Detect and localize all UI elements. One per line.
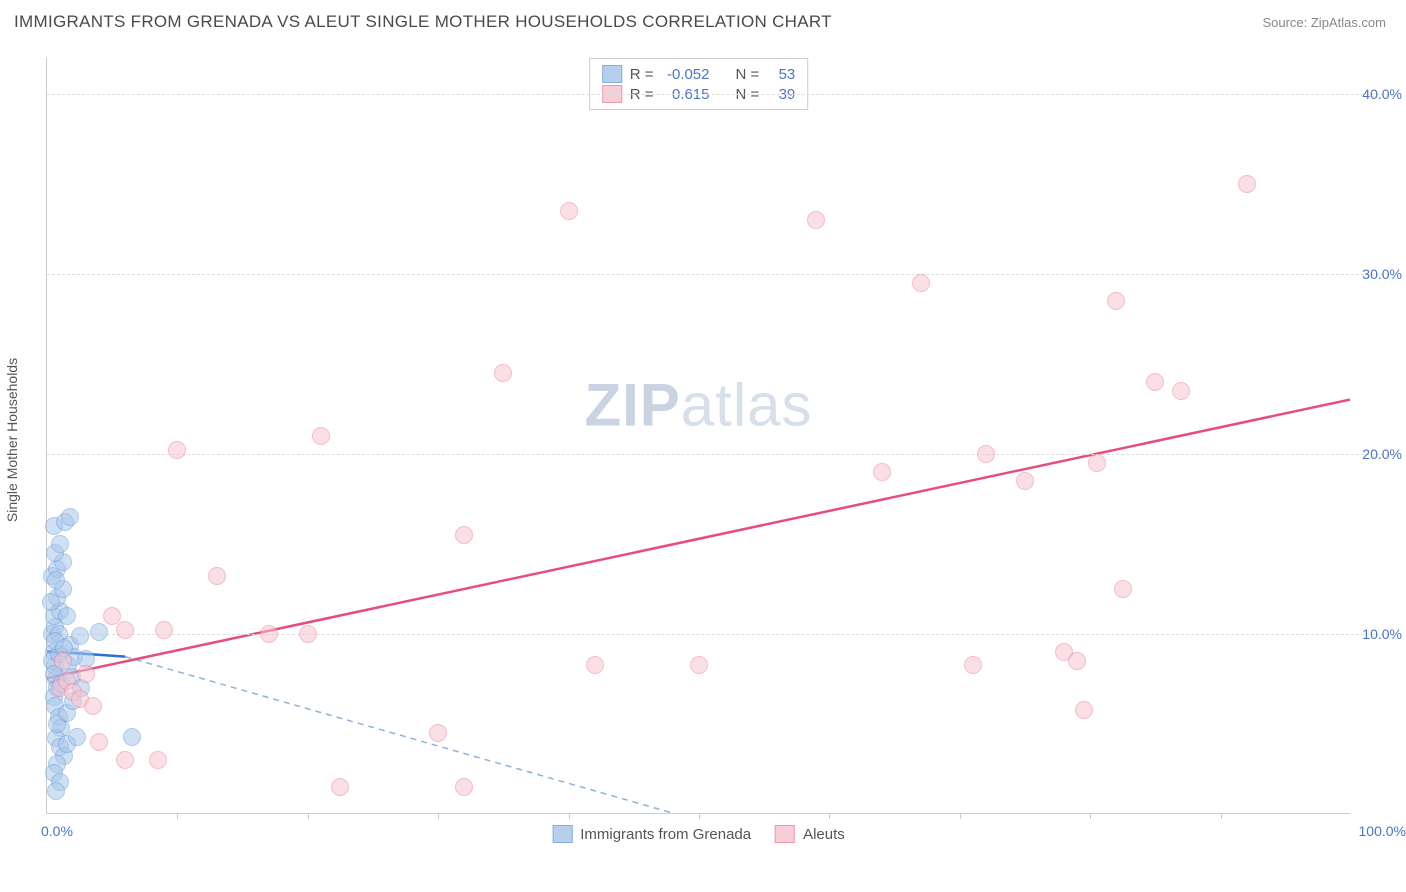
data-point xyxy=(455,778,473,796)
x-tick-mark xyxy=(699,813,700,819)
data-point xyxy=(42,593,60,611)
data-point xyxy=(455,526,473,544)
y-tick-label: 10.0% xyxy=(1362,626,1402,642)
legend-r-label: R = xyxy=(630,66,654,83)
correlation-legend: R =-0.052N =53R =0.615N =39 xyxy=(589,58,809,110)
trend-line-dashed xyxy=(125,657,672,813)
scatter-chart: ZIPatlas R =-0.052N =53R =0.615N =39 Imm… xyxy=(46,58,1350,814)
data-point xyxy=(84,697,102,715)
data-point xyxy=(168,441,186,459)
y-tick-label: 30.0% xyxy=(1362,266,1402,282)
x-tick-mark xyxy=(308,813,309,819)
data-point xyxy=(1238,175,1256,193)
data-point xyxy=(1146,373,1164,391)
data-point xyxy=(494,364,512,382)
grid-line xyxy=(47,454,1394,455)
data-point xyxy=(1068,652,1086,670)
data-point xyxy=(155,621,173,639)
data-point xyxy=(51,535,69,553)
watermark-text: ZIPatlas xyxy=(584,371,812,440)
data-point xyxy=(149,751,167,769)
data-point xyxy=(1075,701,1093,719)
data-point xyxy=(77,665,95,683)
legend-n-value: 53 xyxy=(767,66,795,83)
data-point xyxy=(807,211,825,229)
data-point xyxy=(1114,580,1132,598)
chart-source: Source: ZipAtlas.com xyxy=(1262,15,1386,30)
legend-r-value: -0.052 xyxy=(662,66,710,83)
data-point xyxy=(68,728,86,746)
x-tick-label: 0.0% xyxy=(41,823,73,839)
data-point xyxy=(912,274,930,292)
legend-item: Immigrants from Grenada xyxy=(552,825,751,843)
data-point xyxy=(331,778,349,796)
data-point xyxy=(103,607,121,625)
legend-item: Aleuts xyxy=(775,825,845,843)
legend-n-label: N = xyxy=(736,66,760,83)
y-tick-label: 40.0% xyxy=(1362,86,1402,102)
legend-label: Immigrants from Grenada xyxy=(580,826,751,843)
data-point xyxy=(964,656,982,674)
data-point xyxy=(690,656,708,674)
data-point xyxy=(1107,292,1125,310)
grid-line xyxy=(47,94,1394,95)
series-legend: Immigrants from Grenada Aleuts xyxy=(552,825,845,843)
y-axis-label: Single Mother Households xyxy=(4,358,20,522)
data-point xyxy=(312,427,330,445)
x-tick-mark xyxy=(829,813,830,819)
data-point xyxy=(61,508,79,526)
x-tick-mark xyxy=(438,813,439,819)
trend-lines-layer xyxy=(47,58,1350,813)
data-point xyxy=(586,656,604,674)
data-point xyxy=(116,751,134,769)
data-point xyxy=(1088,454,1106,472)
data-point xyxy=(260,625,278,643)
legend-row: R = -0.052 N = 53 xyxy=(602,65,796,83)
chart-header: IMMIGRANTS FROM GRENADA VS ALEUT SINGLE … xyxy=(0,0,1406,40)
grid-line xyxy=(47,274,1394,275)
x-tick-label: 100.0% xyxy=(1359,823,1406,839)
data-point xyxy=(90,623,108,641)
x-tick-mark xyxy=(960,813,961,819)
x-tick-mark xyxy=(569,813,570,819)
data-point xyxy=(47,782,65,800)
x-tick-mark xyxy=(1221,813,1222,819)
data-point xyxy=(54,652,72,670)
data-point xyxy=(1172,382,1190,400)
legend-swatch xyxy=(602,65,622,83)
data-point xyxy=(116,621,134,639)
legend-label: Aleuts xyxy=(803,826,845,843)
trend-line xyxy=(47,400,1350,679)
data-point xyxy=(58,607,76,625)
data-point xyxy=(90,733,108,751)
data-point xyxy=(71,627,89,645)
grid-line xyxy=(47,634,1394,635)
x-tick-mark xyxy=(177,813,178,819)
data-point xyxy=(299,625,317,643)
data-point xyxy=(560,202,578,220)
data-point xyxy=(123,728,141,746)
data-point xyxy=(429,724,447,742)
y-tick-label: 20.0% xyxy=(1362,446,1402,462)
data-point xyxy=(208,567,226,585)
data-point xyxy=(873,463,891,481)
legend-swatch xyxy=(775,825,795,843)
chart-title: IMMIGRANTS FROM GRENADA VS ALEUT SINGLE … xyxy=(14,12,832,32)
x-tick-mark xyxy=(1090,813,1091,819)
data-point xyxy=(977,445,995,463)
data-point xyxy=(47,571,65,589)
data-point xyxy=(1016,472,1034,490)
legend-swatch xyxy=(552,825,572,843)
